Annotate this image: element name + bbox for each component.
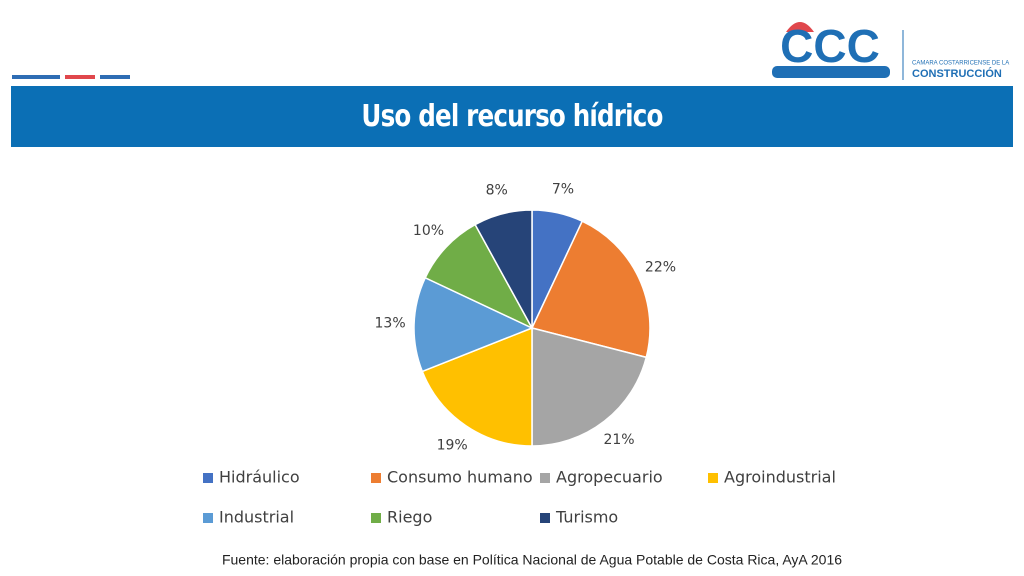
- legend-swatch: [708, 473, 718, 483]
- helmet-icon: [786, 22, 814, 32]
- pie-slice: [413, 276, 534, 373]
- legend-swatch: [203, 513, 213, 523]
- pie-slice: [531, 327, 648, 447]
- dash: [65, 75, 95, 79]
- legend-label: Turismo: [555, 508, 618, 527]
- legend-label: Riego: [387, 508, 432, 527]
- data-label: 10%: [413, 223, 444, 239]
- legend-swatch: [371, 473, 381, 483]
- dash: [12, 75, 60, 79]
- legend-label: Consumo humano: [387, 468, 533, 487]
- data-label: 19%: [437, 437, 468, 453]
- pie-slice: [421, 326, 533, 447]
- data-label: 21%: [603, 432, 634, 448]
- legend-swatch: [371, 513, 381, 523]
- pie-slice: [530, 220, 651, 359]
- source-note: Fuente: elaboración propia con base en P…: [222, 552, 842, 568]
- legend-swatch: [540, 473, 550, 483]
- data-label: 13%: [375, 316, 406, 332]
- logo-text: CONSTRUCCIÓN: [912, 67, 1002, 80]
- legend-label: Agropecuario: [556, 468, 663, 487]
- logo-text: CAMARA COSTARRICENSE DE LA: [912, 61, 1009, 67]
- legend-label: Agroindustrial: [724, 468, 836, 487]
- pie-slice: [424, 223, 534, 330]
- dash: [100, 75, 130, 79]
- logo-base: [772, 66, 890, 78]
- data-label: 8%: [486, 182, 508, 198]
- legend-swatch: [540, 513, 550, 523]
- legend-label: Industrial: [219, 508, 294, 527]
- chart-title: Uso del recurso hídrico: [361, 100, 662, 134]
- data-label: 7%: [552, 181, 574, 197]
- data-label: 22%: [645, 260, 676, 276]
- legend-label: Hidráulico: [219, 468, 300, 487]
- logo-mark: CCC: [780, 20, 880, 72]
- legend-swatch: [203, 473, 213, 483]
- pie-slice: [474, 209, 533, 329]
- title-band: [11, 86, 1013, 147]
